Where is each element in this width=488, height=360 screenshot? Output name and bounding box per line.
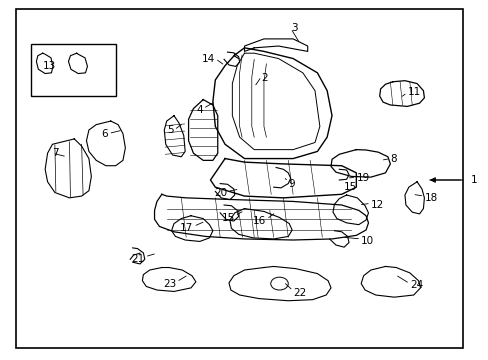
Text: 11: 11 bbox=[407, 87, 420, 98]
Text: 4: 4 bbox=[196, 105, 203, 115]
Text: 1: 1 bbox=[469, 175, 476, 185]
Text: 21: 21 bbox=[131, 253, 144, 264]
Bar bbox=[30, 44, 116, 96]
Text: 16: 16 bbox=[253, 216, 266, 226]
Text: 17: 17 bbox=[180, 223, 193, 233]
Text: 23: 23 bbox=[163, 279, 176, 289]
Text: 6: 6 bbox=[102, 129, 108, 139]
Text: 22: 22 bbox=[292, 288, 306, 297]
Text: 15: 15 bbox=[221, 212, 234, 222]
Text: 9: 9 bbox=[287, 179, 294, 189]
Text: 8: 8 bbox=[389, 154, 396, 163]
Text: 14: 14 bbox=[202, 54, 215, 64]
Text: 20: 20 bbox=[214, 188, 227, 198]
Text: 19: 19 bbox=[356, 173, 369, 183]
Text: 2: 2 bbox=[261, 73, 267, 83]
Text: 12: 12 bbox=[370, 200, 384, 210]
Text: 5: 5 bbox=[167, 125, 174, 135]
Text: 7: 7 bbox=[52, 148, 59, 158]
Text: 18: 18 bbox=[424, 193, 437, 203]
Text: 10: 10 bbox=[361, 236, 373, 246]
Text: 15: 15 bbox=[344, 182, 357, 192]
Text: 3: 3 bbox=[290, 23, 297, 33]
Text: 24: 24 bbox=[409, 280, 422, 291]
Text: 13: 13 bbox=[42, 61, 56, 71]
